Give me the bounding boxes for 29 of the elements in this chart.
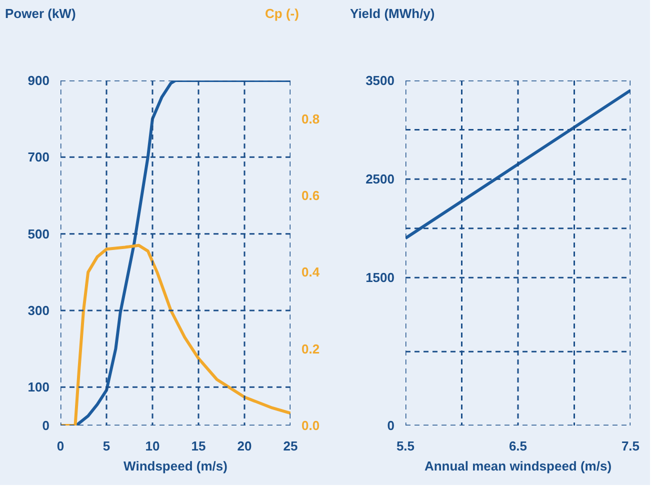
x-axis-title: Annual mean windspeed (m/s) (424, 458, 612, 474)
x-tick-label: 6.5 (508, 438, 528, 454)
y-tick-label: 300 (28, 303, 50, 318)
y2-tick-label: 0.6 (302, 188, 320, 203)
y2-axis-title: Cp (-) (265, 5, 299, 23)
y2-tick-label: 0.8 (302, 111, 320, 126)
x-tick-label: 20 (237, 438, 252, 454)
x-tick-label: 25 (283, 438, 298, 454)
x-tick-label: 10 (145, 438, 160, 454)
y-tick-label: 0 (42, 418, 50, 433)
x-tick-label: 5 (102, 438, 110, 454)
x-tick-label: 5.5 (396, 438, 415, 454)
x-tick-label: 7.5 (621, 438, 640, 454)
y-tick-label: 100 (28, 380, 50, 395)
y-tick-label: 0 (387, 418, 395, 433)
y-tick-label: 1500 (366, 270, 394, 286)
y-tick-label: 3500 (366, 73, 394, 88)
y2-tick-label: 0.0 (302, 418, 320, 433)
y-tick-label: 2500 (366, 172, 394, 187)
y2-tick-label: 0.2 (302, 341, 320, 356)
y-axis-title: Power (kW) (5, 5, 76, 23)
y-tick-label: 500 (28, 226, 50, 242)
x-axis-title: Windspeed (m/s) (124, 458, 228, 474)
y-tick-label: 900 (28, 73, 50, 88)
y-tick-label: 700 (28, 150, 50, 165)
x-tick-label: 0 (56, 438, 64, 454)
y-axis-title: Yield (MWh/y) (350, 5, 435, 23)
x-tick-label: 15 (191, 438, 206, 454)
y2-tick-label: 0.4 (302, 264, 320, 280)
